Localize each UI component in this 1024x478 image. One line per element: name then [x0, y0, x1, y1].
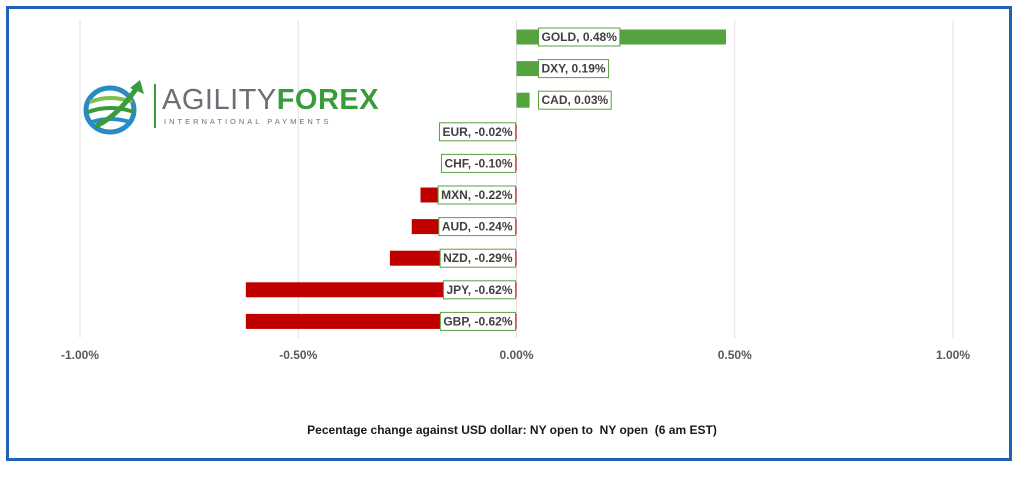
data-label-box — [538, 59, 610, 79]
logo-word-strong: FOREX — [276, 84, 380, 116]
data-label-box — [538, 27, 621, 47]
logo-divider — [154, 84, 156, 128]
bar — [516, 92, 530, 108]
x-tick-label: 0.50% — [718, 348, 752, 362]
logo-wordmark: AGILITYFOREX — [162, 84, 379, 117]
data-label-box — [439, 248, 516, 268]
x-tick-label: 1.00% — [936, 348, 970, 362]
data-label-box — [438, 217, 516, 237]
data-label: GBP, -0.62% — [443, 314, 512, 328]
data-label: GOLD, 0.48% — [542, 30, 618, 44]
chart-caption: Pecentage change against USD dollar: NY … — [307, 423, 717, 437]
data-label: EUR, -0.02% — [442, 125, 512, 139]
data-label: AUD, -0.24% — [442, 220, 513, 234]
data-label-box — [538, 90, 612, 110]
data-label: JPY, -0.62% — [446, 283, 512, 297]
logo-tagline: INTERNATIONAL PAYMENTS — [164, 117, 332, 126]
globe-arrow-icon — [83, 80, 144, 135]
company-logo: AGILITYFOREX INTERNATIONAL PAYMENTS — [78, 76, 379, 136]
data-label: DXY, 0.19% — [542, 62, 606, 76]
data-label-box — [437, 185, 516, 205]
data-label: MXN, -0.22% — [441, 188, 513, 202]
data-label: CHF, -0.10% — [444, 156, 512, 170]
data-label-box — [439, 311, 516, 331]
x-tick-label: 0.00% — [499, 348, 533, 362]
data-label: CAD, 0.03% — [542, 93, 609, 107]
data-label-box — [438, 122, 516, 142]
x-tick-label: -0.50% — [279, 348, 317, 362]
data-label: NZD, -0.29% — [443, 251, 513, 265]
logo-word-regular: AGILITY — [162, 84, 277, 116]
data-label-box — [440, 153, 516, 173]
data-label-box — [442, 280, 516, 300]
x-tick-label: -1.00% — [61, 348, 99, 362]
